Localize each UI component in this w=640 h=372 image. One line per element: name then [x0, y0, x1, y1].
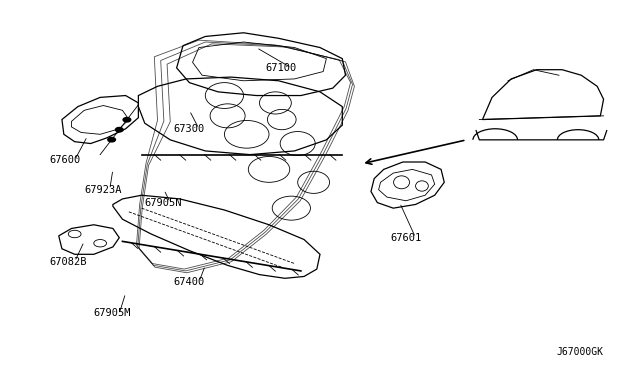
Text: 67601: 67601 [390, 233, 421, 243]
Circle shape [115, 128, 123, 132]
Text: 67905M: 67905M [94, 308, 131, 318]
Text: 67100: 67100 [266, 63, 297, 73]
Text: 67300: 67300 [173, 124, 205, 134]
Text: 67600: 67600 [49, 155, 81, 165]
Circle shape [108, 137, 115, 142]
Text: 67082B: 67082B [49, 257, 86, 267]
Text: 67923A: 67923A [84, 185, 122, 195]
Text: J67000GK: J67000GK [557, 347, 604, 357]
Text: 67905N: 67905N [145, 198, 182, 208]
Text: 67400: 67400 [173, 277, 205, 287]
Circle shape [123, 118, 131, 122]
